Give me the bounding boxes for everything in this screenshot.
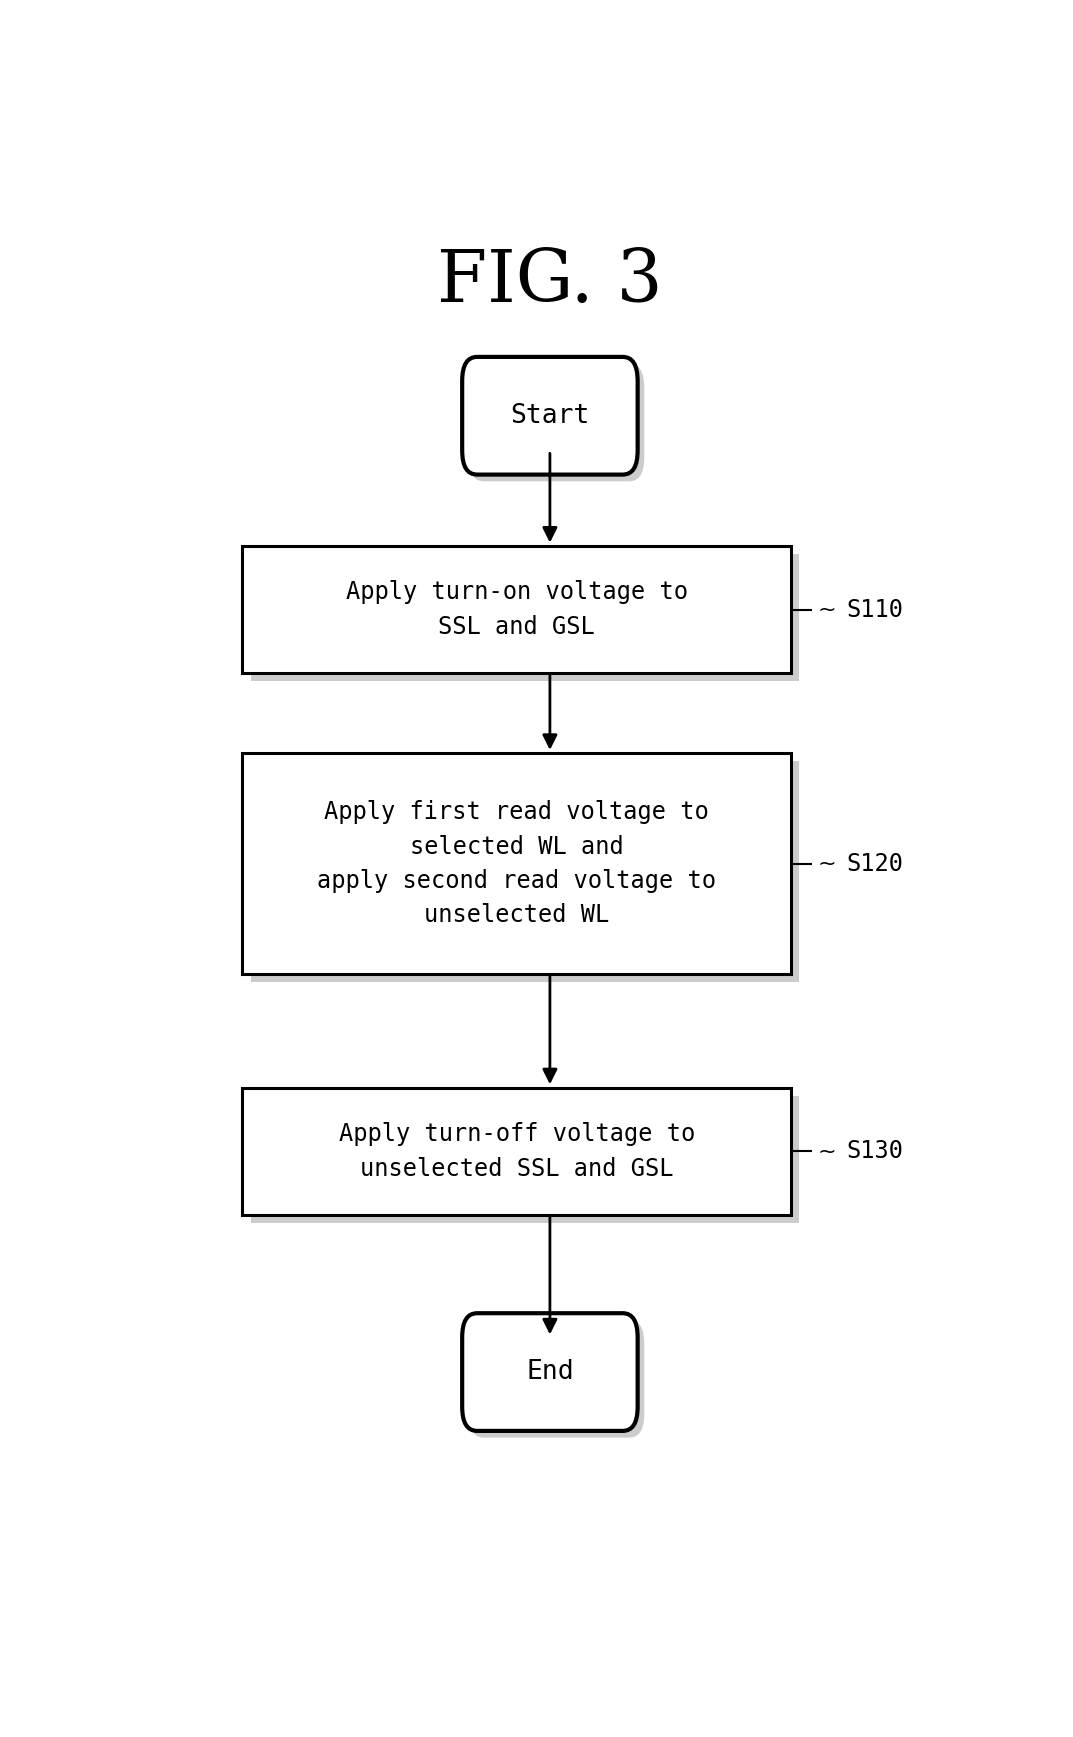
- FancyBboxPatch shape: [462, 356, 637, 474]
- Text: ~: ~: [818, 855, 836, 874]
- FancyBboxPatch shape: [250, 761, 799, 981]
- FancyBboxPatch shape: [462, 1313, 637, 1431]
- Text: Apply turn-on voltage to
SSL and GSL: Apply turn-on voltage to SSL and GSL: [346, 580, 688, 639]
- Text: S120: S120: [847, 851, 903, 875]
- Text: Apply first read voltage to
selected WL and
apply second read voltage to
unselec: Apply first read voltage to selected WL …: [318, 801, 716, 928]
- Text: Start: Start: [511, 403, 589, 429]
- FancyBboxPatch shape: [250, 1096, 799, 1223]
- Text: S110: S110: [847, 598, 903, 622]
- Text: Apply turn-off voltage to
unselected SSL and GSL: Apply turn-off voltage to unselected SSL…: [338, 1122, 695, 1181]
- FancyBboxPatch shape: [242, 1087, 791, 1214]
- FancyBboxPatch shape: [242, 545, 791, 674]
- FancyBboxPatch shape: [469, 1320, 644, 1438]
- FancyBboxPatch shape: [250, 554, 799, 681]
- Text: S130: S130: [847, 1139, 903, 1164]
- Text: End: End: [526, 1358, 574, 1384]
- FancyBboxPatch shape: [469, 363, 644, 481]
- Text: FIG. 3: FIG. 3: [437, 247, 663, 318]
- Text: ~: ~: [818, 1141, 836, 1162]
- Text: ~: ~: [818, 599, 836, 620]
- FancyBboxPatch shape: [242, 754, 791, 974]
